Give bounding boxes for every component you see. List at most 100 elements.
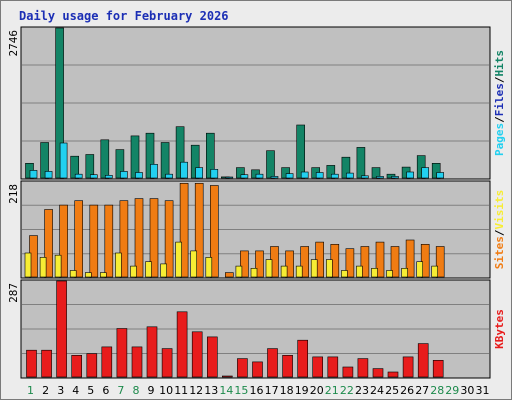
visits-bar-day-9 (145, 261, 152, 278)
kbytes-bar-day-17 (267, 348, 278, 378)
x-tick-label-10: 10 (159, 384, 173, 397)
visits-bar-day-22 (341, 270, 348, 278)
kbytes-bar-day-4 (71, 354, 82, 378)
x-tick-label-3: 3 (57, 384, 64, 397)
kbytes-bar-day-14 (222, 375, 233, 378)
kbytes-bar-day-27 (417, 343, 429, 378)
sites-bar-day-26 (405, 239, 415, 278)
x-tick-label-14: 14 (219, 384, 233, 397)
visits-bar-day-15 (235, 265, 243, 278)
hits-bar-day-19 (296, 124, 306, 179)
legend-sep-2: / (493, 76, 506, 83)
kbytes-bar-day-25 (387, 371, 399, 378)
kbytes-bar-day-6 (101, 346, 113, 378)
kbytes-bar-day-9 (146, 326, 158, 378)
visits-bar-day-25 (386, 270, 393, 278)
kbytes-ymax-label: 287 (7, 283, 20, 303)
legend-pages: Pages (493, 123, 506, 156)
x-tick-label-1: 1 (27, 384, 34, 397)
kbytes-bar-day-23 (357, 358, 369, 378)
files-bar-day-5 (90, 174, 98, 179)
legend-kbytes-text: KBytes (493, 309, 506, 349)
sites-bar-day-24 (375, 241, 385, 278)
x-tick-label-13: 13 (204, 384, 218, 397)
sites-bar-day-11 (179, 183, 189, 278)
sites-bar-day-9 (149, 198, 159, 278)
x-tick-label-24: 24 (370, 384, 384, 397)
visits-bar-day-2 (39, 257, 47, 278)
sites-bar-day-2 (44, 209, 53, 278)
kbytes-bar-day-7 (116, 328, 128, 378)
files-bar-day-3 (59, 142, 68, 179)
files-bar-day-23 (361, 175, 369, 179)
files-bar-day-12 (195, 167, 203, 179)
sites-bar-day-4 (74, 200, 83, 278)
legend-hits-files-pages: Pages/Files/Hits (493, 50, 506, 156)
kbytes-bar-day-5 (86, 353, 98, 378)
kbytes-bar-day-2 (41, 349, 52, 378)
kbytes-bar-day-16 (252, 361, 263, 378)
kbytes-bar-day-8 (131, 346, 143, 378)
files-bar-day-10 (165, 173, 173, 179)
hits-ymax-label: 2746 (7, 30, 20, 57)
sites-ymax-label: 218 (7, 184, 20, 204)
sites-bar-day-14 (225, 272, 234, 278)
files-bar-day-24 (376, 176, 384, 179)
legend-files: Files (493, 83, 506, 116)
x-tick-label-18: 18 (280, 384, 294, 397)
kbytes-bar-day-15 (237, 358, 248, 378)
visits-bar-day-21 (325, 259, 333, 278)
x-tick-label-28: 28 (430, 384, 444, 397)
hits-bar-day-4 (70, 155, 79, 179)
sites-bar-day-25 (390, 246, 400, 278)
sites-bar-day-5 (89, 204, 99, 278)
visits-bar-day-10 (160, 263, 167, 278)
hits-bar-day-5 (85, 154, 95, 179)
kbytes-bar-day-26 (402, 356, 414, 378)
files-bar-day-7 (120, 171, 128, 179)
files-bar-day-27 (421, 167, 430, 179)
x-tick-label-2: 2 (42, 384, 49, 397)
hits-bar-day-6 (100, 139, 110, 179)
visits-bar-day-27 (416, 261, 424, 278)
legend-hits: Hits (493, 50, 506, 77)
files-bar-day-16 (255, 173, 264, 179)
kbytes-bar-day-18 (282, 354, 293, 378)
files-bar-day-26 (406, 171, 414, 179)
files-bar-day-15 (240, 174, 249, 179)
hits-bar-day-11 (175, 126, 185, 179)
files-bar-day-28 (436, 172, 445, 179)
x-tick-label-25: 25 (385, 384, 399, 397)
files-bar-day-6 (105, 175, 113, 179)
sites-bar-day-22 (345, 248, 355, 278)
x-tick-label-31: 31 (476, 384, 490, 397)
files-bar-day-11 (180, 161, 188, 179)
sites-bar-day-18 (285, 250, 294, 278)
hits-bar-day-12 (190, 144, 200, 179)
kbytes-bar-day-24 (372, 368, 384, 378)
sites-bar-day-13 (210, 185, 219, 278)
legend-sites: Sites (493, 236, 506, 269)
hits-bar-day-25 (386, 173, 396, 179)
kbytes-bar-day-10 (161, 348, 173, 378)
x-tick-label-6: 6 (102, 384, 109, 397)
files-bar-day-21 (330, 173, 339, 179)
visits-bar-day-17 (265, 259, 273, 278)
x-tick-label-30: 30 (460, 384, 474, 397)
files-bar-day-9 (150, 164, 158, 179)
legend-kbytes: KBytes (493, 309, 506, 349)
files-bar-day-17 (270, 176, 279, 179)
visits-bar-day-28 (431, 265, 439, 278)
visits-bar-day-19 (295, 265, 303, 278)
visits-bar-day-16 (250, 267, 258, 278)
hits-bar-day-15 (236, 167, 245, 179)
files-bar-day-18 (285, 173, 294, 179)
visits-bar-day-20 (310, 259, 318, 278)
sites-bar-day-15 (240, 250, 249, 278)
hits-bar-day-28 (431, 163, 441, 179)
visits-bar-day-23 (356, 265, 363, 278)
x-tick-label-27: 27 (415, 384, 429, 397)
x-tick-label-17: 17 (265, 384, 279, 397)
legend-visits: Visits (493, 190, 506, 230)
